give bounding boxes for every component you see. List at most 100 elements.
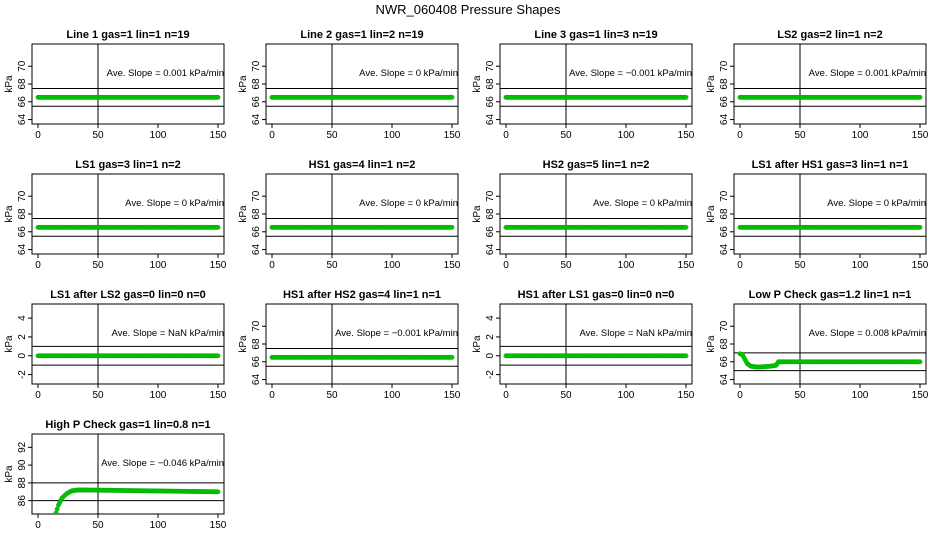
- x-tick-label: 150: [678, 260, 695, 271]
- data-point: [215, 489, 221, 495]
- x-tick-label: 50: [560, 390, 572, 401]
- x-tick-label: 150: [912, 390, 929, 401]
- data-points: [269, 94, 455, 100]
- panel-title: LS1 after HS1 gas=3 lin=1 n=1: [752, 159, 909, 171]
- y-axis-label: kPa: [472, 75, 483, 93]
- plot-frame: [733, 173, 927, 255]
- x-tick-label: 150: [678, 130, 695, 141]
- y-tick-label: 64: [719, 374, 730, 386]
- x-tick-label: 150: [444, 390, 461, 401]
- panel-10: HS1 after HS2 gas=4 lin=1 n=1 64 66 68 70kPa…: [238, 289, 461, 401]
- y-axis-label: kPa: [706, 335, 717, 353]
- y-tick-label: 66: [251, 96, 262, 108]
- x-tick-label: 0: [35, 520, 41, 531]
- plot-frame: [31, 173, 225, 255]
- data-point: [683, 224, 689, 230]
- x-tick-label: 50: [794, 390, 806, 401]
- x-tick-label: 0: [35, 390, 41, 401]
- y-tick-label: 2: [485, 334, 496, 340]
- x-tick-label: 50: [794, 130, 806, 141]
- y-tick-label: 70: [251, 320, 262, 332]
- panel-title: HS1 after LS1 gas=0 lin=0 n=0: [518, 289, 675, 301]
- slope-annotation: Ave. Slope = −0.001 kPa/min: [335, 328, 458, 339]
- y-tick-label: 70: [719, 320, 730, 332]
- data-point: [215, 94, 221, 100]
- x-tick-label: 0: [737, 260, 743, 271]
- y-tick-label: 70: [251, 190, 262, 202]
- y-tick-label: 66: [719, 226, 730, 238]
- y-tick-label: 64: [485, 114, 496, 126]
- data-point: [449, 354, 455, 360]
- y-tick-label: 66: [251, 226, 262, 238]
- x-tick-label: 0: [35, 130, 41, 141]
- plot-frame: [265, 303, 459, 385]
- panel-title: Line 1 gas=1 lin=1 n=19: [66, 29, 189, 41]
- y-tick-label: 70: [485, 60, 496, 72]
- data-points: [737, 224, 923, 230]
- panel-title: Line 3 gas=1 lin=3 n=19: [534, 29, 657, 41]
- y-tick-label: 68: [251, 338, 262, 350]
- y-axis-label: kPa: [238, 205, 249, 223]
- data-points: [503, 353, 689, 359]
- y-axis-label: kPa: [472, 335, 483, 353]
- data-points: [503, 94, 689, 100]
- y-tick-label: 0: [17, 353, 28, 359]
- y-axis-label: kPa: [472, 205, 483, 223]
- y-tick-label: 88: [17, 477, 28, 489]
- x-tick-label: 0: [503, 260, 509, 271]
- y-tick-label: 64: [485, 244, 496, 256]
- y-tick-label: 68: [17, 208, 28, 220]
- data-point: [683, 353, 689, 359]
- y-tick-label: 68: [719, 208, 730, 220]
- x-tick-label: 150: [444, 260, 461, 271]
- plot-frame: [499, 43, 693, 125]
- x-tick-label: 50: [560, 130, 572, 141]
- y-axis-label: kPa: [4, 465, 15, 483]
- slope-annotation: Ave. Slope = −0.001 kPa/min: [569, 68, 692, 79]
- x-tick-label: 0: [503, 390, 509, 401]
- x-tick-label: 100: [618, 130, 635, 141]
- data-point: [917, 224, 923, 230]
- data-point: [215, 224, 221, 230]
- slope-annotation: Ave. Slope = 0 kPa/min: [359, 68, 458, 79]
- panel-title: HS1 gas=4 lin=1 n=2: [309, 159, 416, 171]
- x-tick-label: 100: [852, 130, 869, 141]
- y-tick-label: -2: [17, 370, 28, 379]
- y-tick-label: 64: [251, 114, 262, 126]
- y-tick-label: -2: [485, 370, 496, 379]
- x-tick-label: 50: [92, 130, 104, 141]
- y-tick-label: 2: [17, 334, 28, 340]
- y-tick-label: 68: [17, 78, 28, 90]
- y-tick-label: 70: [17, 60, 28, 72]
- slope-annotation: Ave. Slope = 0.008 kPa/min: [809, 328, 926, 339]
- plot-frame: [265, 173, 459, 255]
- x-tick-label: 50: [326, 390, 338, 401]
- panel-title: Line 2 gas=1 lin=2 n=19: [300, 29, 423, 41]
- x-tick-label: 100: [618, 260, 635, 271]
- y-axis-label: kPa: [4, 335, 15, 353]
- x-tick-label: 150: [210, 390, 227, 401]
- y-tick-label: 4: [485, 315, 496, 321]
- y-tick-label: 64: [719, 114, 730, 126]
- x-tick-label: 100: [618, 390, 635, 401]
- data-points: [269, 354, 455, 360]
- y-tick-label: 66: [719, 96, 730, 108]
- panel-title: LS1 gas=3 lin=1 n=2: [75, 159, 180, 171]
- y-tick-label: 64: [17, 114, 28, 126]
- y-tick-label: 66: [251, 356, 262, 368]
- y-tick-label: 70: [485, 190, 496, 202]
- y-tick-label: 0: [485, 353, 496, 359]
- x-tick-label: 100: [150, 520, 167, 531]
- data-points: [35, 224, 221, 230]
- x-tick-label: 100: [852, 390, 869, 401]
- plot-frame: [499, 303, 693, 385]
- data-point: [683, 94, 689, 100]
- data-point: [917, 94, 923, 100]
- x-tick-label: 100: [852, 260, 869, 271]
- slope-annotation: Ave. Slope = NaN kPa/min: [111, 328, 224, 339]
- y-tick-label: 64: [251, 374, 262, 386]
- y-axis-label: kPa: [4, 205, 15, 223]
